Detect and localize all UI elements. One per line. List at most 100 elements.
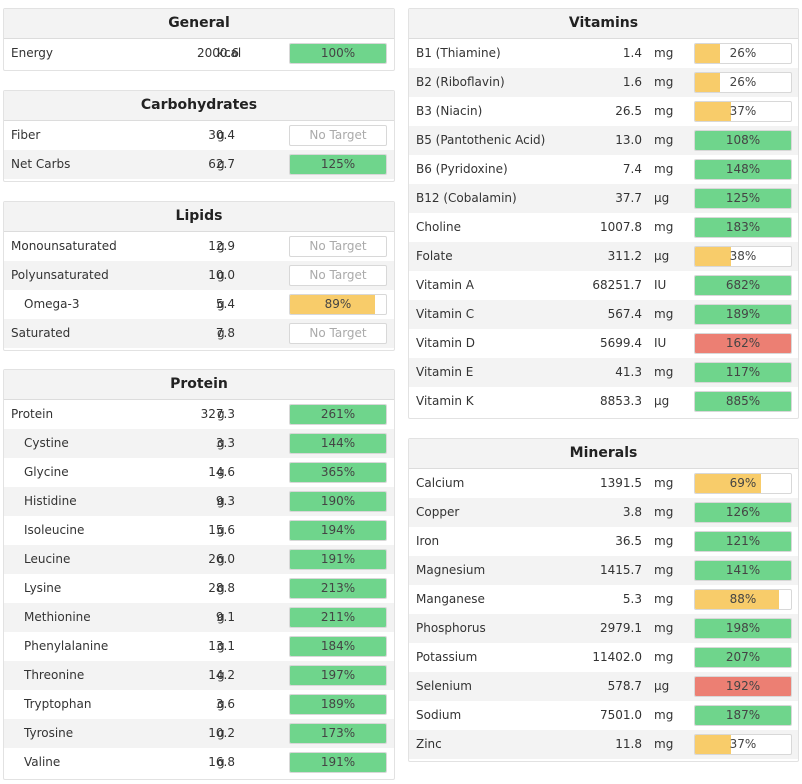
target-progress-bar: 365% [289, 462, 387, 483]
target-progress-bar: No Target [289, 265, 387, 286]
nutrient-name: Phenylalanine [24, 639, 109, 653]
nutrient-unit: mg [654, 307, 674, 321]
nutrient-name: Methionine [24, 610, 91, 624]
nutrient-name: Cystine [24, 436, 69, 450]
nutrient-amount: 12.9 [208, 239, 235, 253]
nutrient-name: Calcium [416, 476, 465, 490]
nutrient-row: Selenium 578.7 µg 192% [409, 672, 798, 701]
progress-fill [290, 295, 376, 314]
nutrient-amount: 5.4 [215, 297, 235, 311]
lipids-panel: Lipids Monounsaturated 12.9 g No Target Poly… [3, 201, 395, 351]
nutrient-unit: mg [654, 46, 674, 60]
nutrient-row: Glycine 14.6 g 365% [4, 458, 394, 487]
nutrient-row: Cystine 3.3 g 144% [4, 429, 394, 458]
target-progress-bar: 37% [694, 101, 792, 122]
nutrient-unit: g [217, 726, 225, 740]
progress-fill [695, 276, 791, 295]
nutrient-amount: 311.2 [607, 249, 642, 263]
nutrient-unit: mg [654, 133, 674, 147]
nutrient-unit: g [217, 465, 225, 479]
carbohydrates-panel-title: Carbohydrates [4, 91, 394, 121]
nutrient-unit: g [217, 326, 225, 340]
nutrient-unit: mg [654, 592, 674, 606]
target-progress-bar: 121% [694, 531, 792, 552]
progress-fill [695, 334, 791, 353]
progress-fill [290, 753, 386, 772]
target-progress-bar: 184% [289, 636, 387, 657]
nutrient-amount: 1415.7 [600, 563, 642, 577]
nutrient-name: Vitamin E [416, 365, 474, 379]
percent-label: 194% [320, 523, 356, 537]
nutrient-amount: 41.3 [615, 365, 642, 379]
nutrient-unit: g [217, 755, 225, 769]
progress-fill [290, 434, 386, 453]
nutrient-row: Phosphorus 2979.1 mg 198% [409, 614, 798, 643]
nutrient-amount: 9.1 [215, 610, 235, 624]
percent-label: 190% [320, 494, 356, 508]
nutrient-name: Vitamin A [416, 278, 474, 292]
nutrient-row: Energy 2000.6 kcal 100% [4, 39, 394, 68]
percent-label: 37% [729, 104, 757, 118]
nutrient-amount: 1.4 [622, 46, 642, 60]
nutrient-name: Potassium [416, 650, 478, 664]
nutrient-row: B12 (Cobalamin) 37.7 µg 125% [409, 184, 798, 213]
nutrient-amount: 3.6 [215, 697, 235, 711]
target-progress-bar: No Target [289, 323, 387, 344]
nutrient-unit: g [217, 697, 225, 711]
target-progress-bar: 26% [694, 72, 792, 93]
progress-fill [290, 637, 386, 656]
nutrient-row: Zinc 11.8 mg 37% [409, 730, 798, 759]
target-progress-bar: 144% [289, 433, 387, 454]
nutrient-amount: 2000.6 [197, 46, 239, 60]
target-progress-bar: 183% [694, 217, 792, 238]
target-progress-bar: 126% [694, 502, 792, 523]
nutrient-amount: 14.2 [208, 668, 235, 682]
progress-fill [290, 521, 386, 540]
general-panel-title: General [4, 9, 394, 39]
percent-label: 365% [320, 465, 356, 479]
percent-label: 187% [725, 708, 761, 722]
nutrient-row: Calcium 1391.5 mg 69% [409, 469, 798, 498]
nutrient-unit: g [217, 581, 225, 595]
target-progress-bar: 211% [289, 607, 387, 628]
nutrient-amount: 5.3 [622, 592, 642, 606]
target-progress-bar: 213% [289, 578, 387, 599]
vitamins-rows: B1 (Thiamine) 1.4 mg 26% B2 (Riboflavin) 1.6 m… [409, 39, 798, 416]
nutrient-name: Phosphorus [416, 621, 486, 635]
progress-fill [290, 44, 386, 63]
progress-fill [695, 474, 762, 493]
nutrient-amount: 1007.8 [600, 220, 642, 234]
nutrient-unit: mg [654, 534, 674, 548]
target-progress-bar: 189% [694, 304, 792, 325]
nutrient-row: Vitamin D 5699.4 IU 162% [409, 329, 798, 358]
nutrient-unit: mg [654, 365, 674, 379]
nutrient-unit: mg [654, 104, 674, 118]
nutrient-row: B6 (Pyridoxine) 7.4 mg 148% [409, 155, 798, 184]
target-progress-bar: 191% [289, 549, 387, 570]
progress-fill [695, 532, 791, 551]
progress-fill [695, 131, 791, 150]
nutrient-row: Monounsaturated 12.9 g No Target [4, 232, 394, 261]
target-progress-bar: 682% [694, 275, 792, 296]
nutrient-unit: mg [654, 220, 674, 234]
percent-label: 121% [725, 534, 761, 548]
target-progress-bar: 108% [694, 130, 792, 151]
nutrient-row: Histidine 9.3 g 190% [4, 487, 394, 516]
nutrient-unit: µg [654, 191, 670, 205]
nutrient-row: Sodium 7501.0 mg 187% [409, 701, 798, 730]
target-progress-bar: 125% [289, 154, 387, 175]
nutrient-unit: µg [654, 679, 670, 693]
progress-fill [290, 666, 386, 685]
nutrient-unit: g [217, 436, 225, 450]
nutrient-unit: mg [654, 505, 674, 519]
nutrient-unit: g [217, 407, 225, 421]
nutrient-row: Lysine 28.8 g 213% [4, 574, 394, 603]
target-progress-bar: 69% [694, 473, 792, 494]
percent-label: No Target [309, 326, 367, 340]
nutrient-amount: 37.7 [615, 191, 642, 205]
nutrient-amount: 13.0 [615, 133, 642, 147]
target-progress-bar: 192% [694, 676, 792, 697]
percent-label: No Target [309, 128, 367, 142]
minerals-rows: Calcium 1391.5 mg 69% Copper 3.8 mg 126% Iron 36.… [409, 469, 798, 759]
progress-fill [695, 102, 731, 121]
